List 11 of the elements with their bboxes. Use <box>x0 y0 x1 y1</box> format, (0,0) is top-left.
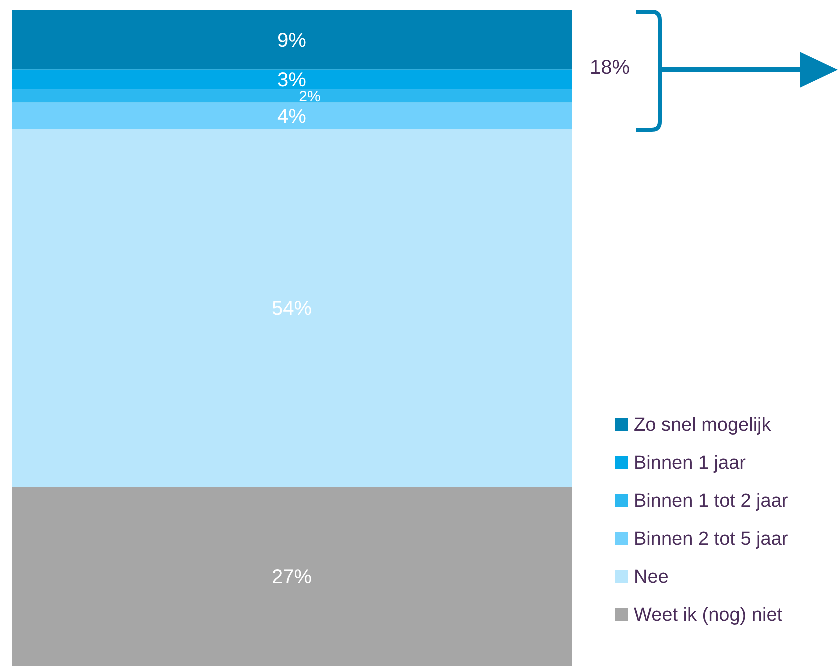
data-label: 54% <box>272 298 312 320</box>
legend-label: Binnen 2 tot 5 jaar <box>634 529 789 550</box>
data-label: 27% <box>272 566 312 589</box>
text: 18% <box>590 57 630 79</box>
legend-label: Zo snel mogelijk <box>634 415 772 436</box>
legend-label: Binnen 1 tot 2 jaar <box>634 491 789 512</box>
data-label: 4% <box>278 106 307 128</box>
legend-label: Nee <box>634 567 669 588</box>
legend-label: Weet ik (nog) niet <box>634 605 784 626</box>
data-label: 9% <box>278 30 307 52</box>
legend-label: Binnen 1 jaar <box>634 453 747 474</box>
